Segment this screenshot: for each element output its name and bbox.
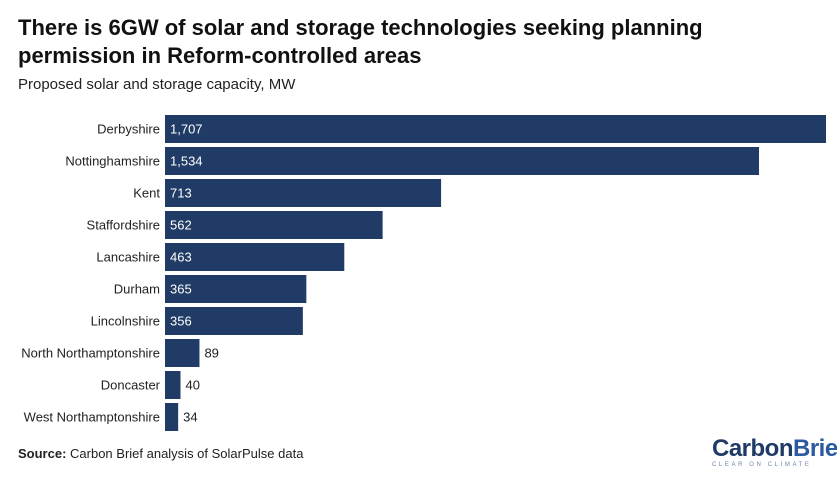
category-label-staffordshire: Staffordshire (87, 218, 160, 233)
chart-subtitle: Proposed solar and storage capacity, MW (18, 76, 296, 93)
value-label-lincolnshire: 356 (170, 314, 192, 329)
bar-north-northamptonshire (165, 339, 200, 367)
value-label-staffordshire: 562 (170, 218, 192, 233)
category-label-doncaster: Doncaster (101, 378, 161, 393)
value-label-nottinghamshire: 1,534 (170, 154, 203, 169)
bar-lancashire (165, 243, 345, 271)
bar-nottinghamshire (165, 147, 760, 175)
category-label-durham: Durham (114, 282, 160, 297)
bar-doncaster (165, 371, 181, 399)
logo-word-carbon: Carbon (712, 435, 794, 462)
bar-staffordshire (165, 211, 383, 239)
bar-west-northamptonshire (165, 403, 179, 431)
source-note: Source: Carbon Brief analysis of SolarPu… (18, 446, 303, 461)
value-label-derbyshire: 1,707 (170, 122, 203, 137)
category-label-lancashire: Lancashire (96, 250, 160, 265)
bar-durham (165, 275, 307, 303)
value-label-north-northamptonshire: 89 (204, 346, 218, 361)
bar-chart: Derbyshire 1,707 Nottinghamshire 1,534 Kent 7… (21, 115, 826, 431)
category-label-derbyshire: Derbyshire (97, 122, 160, 137)
value-label-kent: 713 (170, 186, 192, 201)
value-label-doncaster: 40 (185, 378, 199, 393)
bar-lincolnshire (165, 307, 303, 335)
category-label-west-northamptonshire: West Northamptonshire (24, 410, 160, 425)
value-label-lancashire: 463 (170, 250, 192, 265)
category-label-nottinghamshire: Nottinghamshire (65, 154, 160, 169)
category-label-lincolnshire: Lincolnshire (91, 314, 160, 329)
chart-title: There is 6GW of solar and storage techno… (18, 15, 703, 68)
value-label-durham: 365 (170, 282, 192, 297)
source-text: Carbon Brief analysis of SolarPulse data (66, 446, 304, 461)
bar-derbyshire (165, 115, 826, 143)
logo-word-brief: Brief (793, 435, 837, 462)
bar-kent (165, 179, 442, 207)
category-label-kent: Kent (133, 186, 160, 201)
source-label: Source: (18, 446, 67, 461)
value-label-west-northamptonshire: 34 (183, 410, 197, 425)
logo-tagline: CLEAR ON CLIMATE (712, 462, 812, 468)
category-label-north-northamptonshire: North Northamptonshire (21, 346, 160, 361)
